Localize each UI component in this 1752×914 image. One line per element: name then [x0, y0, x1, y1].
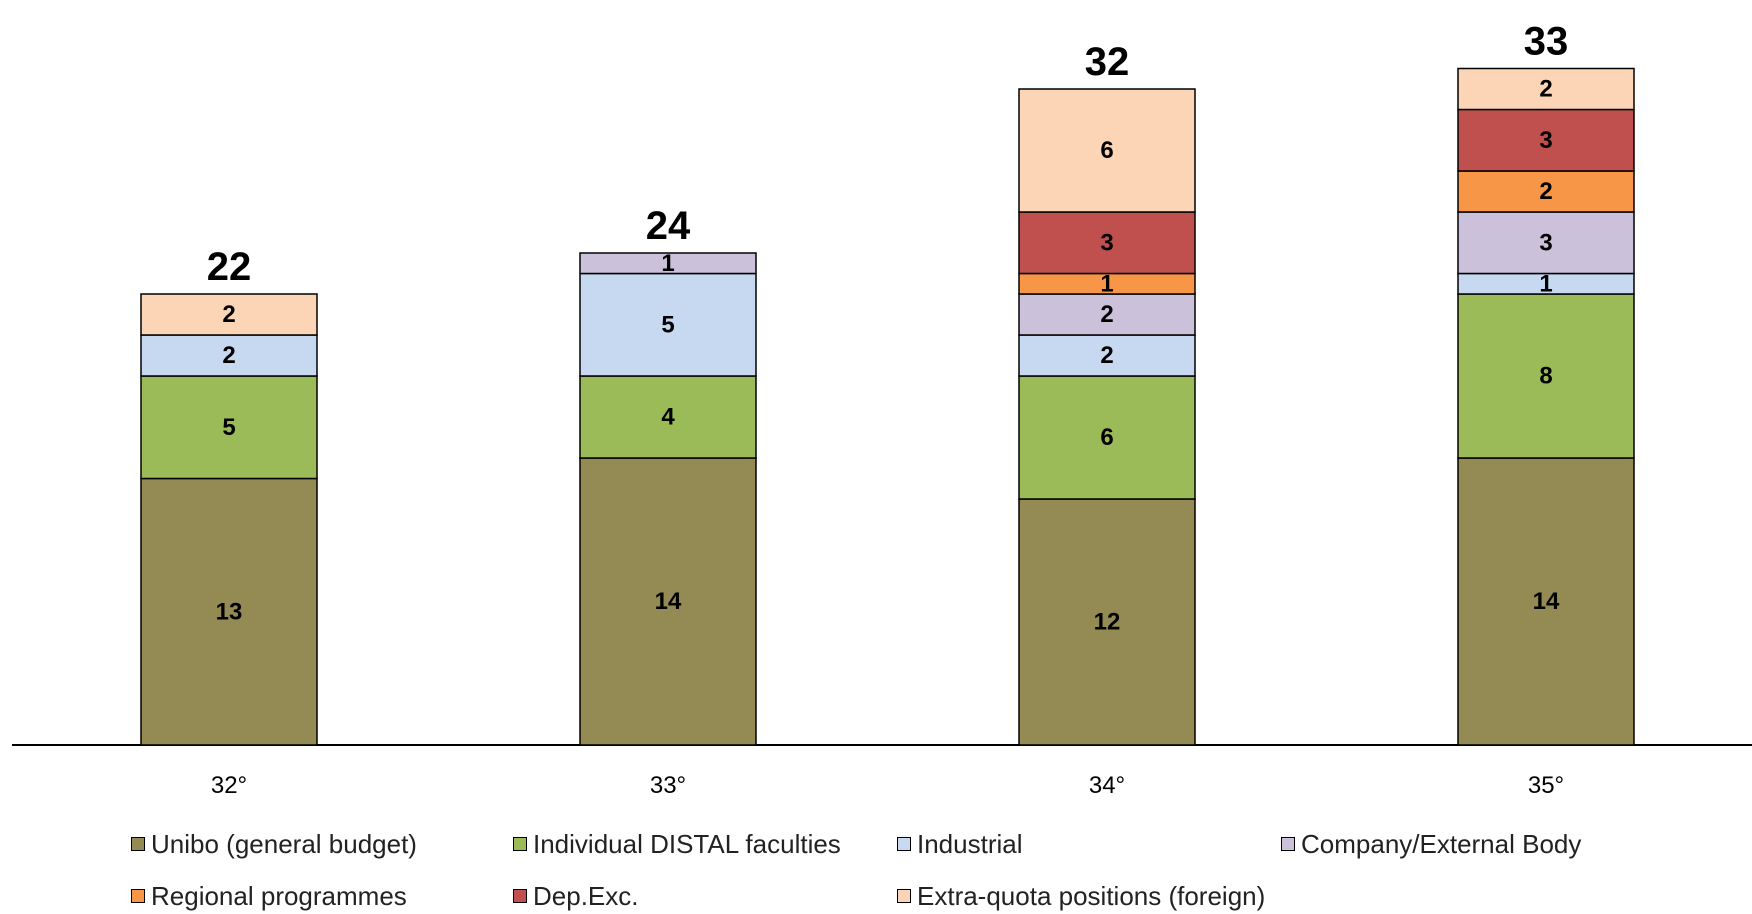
- bar-segment-extra-quota-positions-foreign-1: [140, 293, 318, 336]
- bar-segment-company-external-body-4: [1457, 211, 1635, 275]
- segment-label-company-external-body-2: 1: [661, 250, 674, 277]
- bar-segment-company-external-body-2: [579, 252, 757, 275]
- segment-label-individual-distal-faculties-1: 5: [222, 414, 235, 441]
- bar-segment-regional-programmes-4: [1457, 170, 1635, 213]
- segment-label-unibo-general-budget-1: 13: [216, 598, 243, 625]
- total-label-2: 24: [646, 204, 691, 248]
- segment-label-extra-quota-positions-foreign-1: 2: [222, 301, 235, 328]
- segment-label-individual-distal-faculties-4: 8: [1539, 363, 1552, 390]
- segment-label-dep-exc-4: 3: [1539, 127, 1552, 154]
- segment-label-dep-exc-3: 3: [1100, 229, 1113, 256]
- segment-label-company-external-body-3: 2: [1100, 301, 1113, 328]
- segment-label-regional-programmes-3: 1: [1100, 270, 1113, 297]
- bar-segment-company-external-body-3: [1018, 293, 1196, 336]
- segment-label-industrial-3: 2: [1100, 342, 1113, 369]
- bar-segment-individual-distal-faculties-1: [140, 375, 318, 480]
- total-label-4: 33: [1524, 20, 1569, 64]
- segment-label-extra-quota-positions-foreign-3: 6: [1100, 137, 1113, 164]
- segment-label-unibo-general-budget-4: 14: [1533, 588, 1560, 615]
- segment-label-industrial-4: 1: [1539, 270, 1552, 297]
- bar-segment-individual-distal-faculties-3: [1018, 375, 1196, 500]
- segment-label-unibo-general-budget-2: 14: [655, 588, 682, 615]
- segment-label-extra-quota-positions-foreign-4: 2: [1539, 76, 1552, 103]
- total-label-3: 32: [1085, 40, 1130, 84]
- segment-label-regional-programmes-4: 2: [1539, 178, 1552, 205]
- segment-label-industrial-2: 5: [661, 311, 674, 338]
- segment-label-industrial-1: 2: [222, 342, 235, 369]
- segment-label-company-external-body-4: 3: [1539, 229, 1552, 256]
- bar-segment-individual-distal-faculties-4: [1457, 293, 1635, 459]
- bar-segment-dep-exc-3: [1018, 211, 1196, 275]
- bar-segment-unibo-general-budget-3: [1018, 498, 1196, 746]
- segment-label-unibo-general-budget-3: 12: [1094, 609, 1121, 636]
- x-tick-label-3: 34°: [1089, 772, 1125, 799]
- bar-segment-industrial-2: [579, 272, 757, 377]
- bar-segment-unibo-general-budget-4: [1457, 457, 1635, 746]
- bar-segment-extra-quota-positions-foreign-4: [1457, 67, 1635, 111]
- x-tick-label-1: 32°: [211, 772, 247, 799]
- bar-segment-individual-distal-faculties-2: [579, 375, 757, 459]
- x-tick-label-4: 35°: [1528, 772, 1564, 799]
- segment-label-individual-distal-faculties-3: 6: [1100, 424, 1113, 451]
- bar-segment-extra-quota-positions-foreign-3: [1018, 88, 1196, 213]
- bar-segment-unibo-general-budget-2: [579, 457, 757, 746]
- x-tick-label-2: 33°: [650, 772, 686, 799]
- bar-segment-unibo-general-budget-1: [140, 477, 318, 746]
- segment-label-individual-distal-faculties-2: 4: [661, 404, 675, 431]
- total-label-1: 22: [207, 245, 252, 289]
